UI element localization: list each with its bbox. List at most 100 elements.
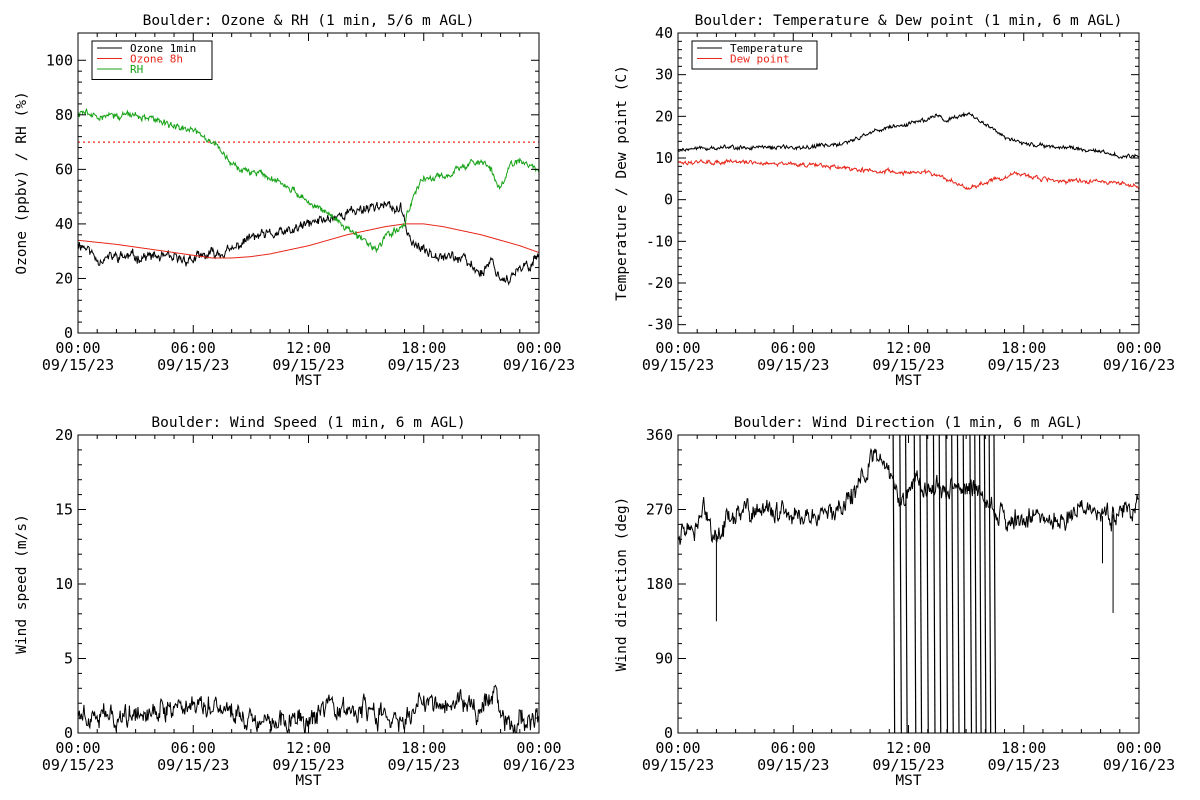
wrap-spike xyxy=(993,435,997,733)
x-tick-time: 00:00 xyxy=(655,739,700,757)
wrap-spike xyxy=(938,435,942,733)
legend-box xyxy=(691,40,818,70)
series-line-wind-direction xyxy=(678,447,1139,545)
wrap-spike xyxy=(983,435,987,733)
legend-box xyxy=(91,40,213,80)
wrap-spike xyxy=(969,435,973,733)
wrap-spike xyxy=(988,435,992,733)
series-layer xyxy=(678,435,1139,733)
x-tick-date: 09/15/23 xyxy=(872,356,944,374)
wrap-spike xyxy=(926,435,929,733)
temperature-dewpoint-panel: Boulder: Temperature & Dew point (1 min,… xyxy=(614,13,1175,389)
x-tick-time: 00:00 xyxy=(1116,339,1161,357)
chart-title: Boulder: Temperature & Dew point (1 min,… xyxy=(695,13,1123,29)
x-tick-date: 09/15/23 xyxy=(388,756,460,774)
x-tick-date: 09/15/23 xyxy=(42,356,114,374)
series-line-rh xyxy=(78,107,539,254)
y-tick-label: 360 xyxy=(646,426,673,444)
chart-title: Boulder: Wind Speed (1 min, 6 m AGL) xyxy=(151,415,465,431)
y-tick-label: 20 xyxy=(55,426,73,444)
y-tick-label: 30 xyxy=(655,66,673,84)
y-tick-label: 0 xyxy=(64,724,73,742)
plot-frame xyxy=(77,32,540,334)
x-tick-time: 12:00 xyxy=(886,739,931,757)
y-tick-label: 40 xyxy=(55,215,73,233)
y-tick-label: 180 xyxy=(646,575,673,593)
x-tick-time: 00:00 xyxy=(55,739,100,757)
series-layer xyxy=(678,111,1139,191)
x-axis-label: MST xyxy=(295,373,321,389)
legend: Temperature Dew point xyxy=(691,40,818,70)
x-tick-date: 09/15/23 xyxy=(157,756,229,774)
y-tick-label: 20 xyxy=(655,107,673,125)
x-tick-date: 09/16/23 xyxy=(1103,356,1175,374)
x-tick-time: 06:00 xyxy=(771,739,816,757)
x-tick-date: 09/15/23 xyxy=(157,356,229,374)
series-clip xyxy=(678,435,1139,733)
x-tick-time: 18:00 xyxy=(1001,339,1046,357)
wrap-spike xyxy=(913,435,917,733)
y-tick-label: -20 xyxy=(646,274,673,292)
x-tick-time: 00:00 xyxy=(655,339,700,357)
x-tick-time: 18:00 xyxy=(1001,739,1046,757)
x-tick-date: 09/16/23 xyxy=(1103,756,1175,774)
y-tick-label: 100 xyxy=(46,51,73,69)
y-tick-label: 0 xyxy=(664,724,673,742)
chart-title: Boulder: Ozone & RH (1 min, 5/6 m AGL) xyxy=(143,13,475,29)
plot-frame xyxy=(677,32,1140,334)
ticks-layer: 02040608010000:0009/15/2306:0009/15/2312… xyxy=(42,33,575,374)
wrap-spike xyxy=(978,435,982,733)
series-line-temperature xyxy=(678,111,1139,160)
wrap-spike xyxy=(951,435,954,733)
wrap-spike xyxy=(945,435,949,733)
y-tick-label: 15 xyxy=(55,501,73,519)
x-tick-date: 09/15/23 xyxy=(42,756,114,774)
x-tick-time: 12:00 xyxy=(286,339,331,357)
x-tick-date: 09/15/23 xyxy=(388,356,460,374)
chart-title: Boulder: Wind Direction (1 min, 6 m AGL) xyxy=(734,415,1083,431)
ozone-rh-panel: Boulder: Ozone & RH (1 min, 5/6 m AGL) O… xyxy=(14,13,575,389)
wrap-spike xyxy=(919,435,923,733)
x-tick-date: 09/16/23 xyxy=(503,356,575,374)
ticks-layer: 09018027036000:0009/15/2306:0009/15/2312… xyxy=(642,426,1175,774)
y-tick-label: 270 xyxy=(646,501,673,519)
wrap-spike xyxy=(932,435,936,733)
x-tick-time: 00:00 xyxy=(1116,739,1161,757)
x-tick-date: 09/15/23 xyxy=(272,356,344,374)
wind-speed-panel: Boulder: Wind Speed (1 min, 6 m AGL) Win… xyxy=(14,415,575,789)
y-tick-label: 0 xyxy=(64,324,73,342)
y-axis-label: Wind direction (deg) xyxy=(614,497,630,672)
wrap-spike xyxy=(905,435,908,733)
legend-label-ozone-1min: Ozone 1min xyxy=(130,42,196,55)
wrap-spike xyxy=(892,435,896,733)
plot-frame xyxy=(677,434,1140,734)
y-axis-label: Temperature / Dew point (C) xyxy=(614,65,630,301)
y-tick-label: 10 xyxy=(55,575,73,593)
x-tick-time: 12:00 xyxy=(286,739,331,757)
legend: Ozone 1min Ozone 8h RH xyxy=(91,40,213,80)
plot-frame xyxy=(77,434,540,734)
y-tick-label: -10 xyxy=(646,232,673,250)
ticks-layer: -30-20-1001020304000:0009/15/2306:0009/1… xyxy=(642,24,1175,374)
series-line-dew-point xyxy=(678,158,1139,191)
x-tick-date: 09/15/23 xyxy=(872,756,944,774)
x-tick-time: 18:00 xyxy=(401,739,446,757)
x-tick-time: 06:00 xyxy=(171,339,216,357)
y-axis-label: Ozone (ppbv) / RH (%) xyxy=(14,91,30,274)
x-tick-time: 00:00 xyxy=(55,339,100,357)
x-tick-time: 06:00 xyxy=(171,739,216,757)
series-layer xyxy=(78,107,539,286)
y-tick-label: 20 xyxy=(55,269,73,287)
y-axis-label: Wind speed (m/s) xyxy=(14,514,30,654)
legend-label-ozone-8h: Ozone 8h xyxy=(130,53,183,66)
y-tick-label: 0 xyxy=(664,191,673,209)
x-tick-date: 09/15/23 xyxy=(642,356,714,374)
x-axis-label: MST xyxy=(895,773,921,789)
x-tick-date: 09/15/23 xyxy=(988,756,1060,774)
x-tick-date: 09/15/23 xyxy=(642,756,714,774)
x-axis-label: MST xyxy=(895,373,921,389)
y-tick-label: -30 xyxy=(646,316,673,334)
y-tick-label: 5 xyxy=(64,650,73,668)
series-clip xyxy=(78,107,539,286)
